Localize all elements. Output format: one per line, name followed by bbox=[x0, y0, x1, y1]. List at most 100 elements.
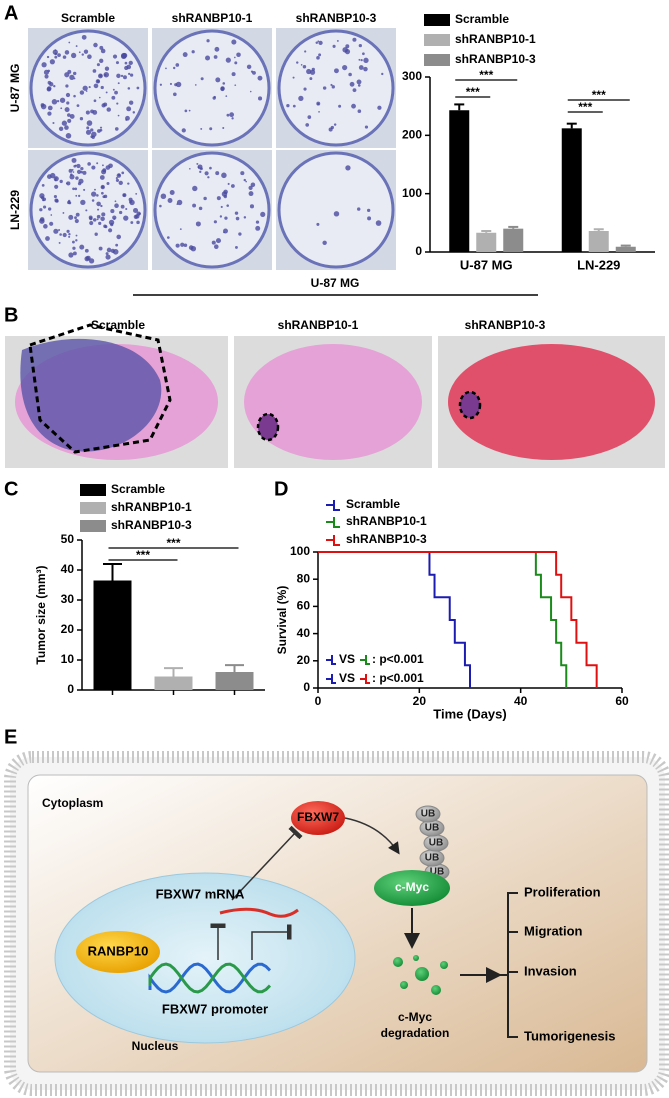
colony bbox=[54, 55, 58, 59]
colony bbox=[125, 207, 128, 211]
colony bbox=[194, 84, 197, 86]
column-label: Scramble bbox=[61, 11, 115, 25]
dish bbox=[277, 29, 395, 147]
colony bbox=[322, 240, 327, 246]
colony bbox=[49, 59, 55, 65]
colony bbox=[92, 110, 98, 115]
colony bbox=[214, 46, 220, 52]
colony bbox=[94, 232, 98, 236]
colony bbox=[85, 90, 88, 92]
legend-label: shRANBP10-3 bbox=[455, 52, 536, 66]
legend-swatch bbox=[326, 500, 340, 511]
colony bbox=[363, 66, 368, 72]
colony bbox=[97, 208, 100, 211]
colony bbox=[98, 246, 103, 251]
colony bbox=[224, 216, 228, 220]
colony bbox=[46, 87, 52, 92]
colony bbox=[315, 41, 319, 44]
colony bbox=[79, 244, 85, 250]
colony bbox=[72, 171, 75, 173]
colony bbox=[122, 75, 127, 80]
colony bbox=[182, 52, 188, 58]
x-tick-label: 40 bbox=[514, 694, 528, 708]
colony bbox=[360, 58, 363, 62]
colony bbox=[91, 131, 97, 138]
colony bbox=[96, 218, 99, 221]
colony bbox=[364, 125, 369, 129]
colony bbox=[348, 72, 352, 77]
protein-label: c-Myc bbox=[395, 880, 429, 894]
compartment-label: Cytoplasm bbox=[42, 796, 103, 810]
dish bbox=[153, 151, 271, 269]
significance-label: *** bbox=[479, 68, 493, 82]
colony bbox=[77, 181, 82, 186]
colony bbox=[54, 52, 58, 56]
legend-swatch bbox=[326, 517, 340, 528]
colony bbox=[167, 198, 173, 203]
colony bbox=[211, 240, 216, 245]
colony bbox=[72, 246, 76, 250]
colony bbox=[258, 96, 263, 101]
colony bbox=[318, 110, 320, 113]
ubiquitin-label: UB bbox=[429, 838, 443, 849]
colony bbox=[333, 211, 340, 217]
colony bbox=[92, 69, 97, 73]
colony bbox=[248, 191, 254, 197]
y-tick-label: 0 bbox=[415, 244, 422, 258]
colony bbox=[250, 182, 256, 188]
colony bbox=[221, 172, 227, 179]
colony bbox=[104, 225, 108, 229]
colony bbox=[111, 95, 116, 100]
survival-line bbox=[318, 551, 598, 688]
y-tick-label: 300 bbox=[402, 69, 422, 83]
dna-strand bbox=[148, 962, 272, 994]
y-tick-label: 10 bbox=[61, 652, 75, 666]
colony bbox=[114, 200, 117, 203]
colony bbox=[68, 214, 74, 220]
colony bbox=[199, 170, 202, 173]
colony bbox=[88, 86, 91, 89]
colony bbox=[80, 199, 86, 206]
colony bbox=[98, 96, 101, 99]
colony bbox=[76, 104, 80, 108]
colony bbox=[132, 111, 136, 114]
colony bbox=[96, 63, 100, 67]
colony bbox=[75, 234, 78, 237]
colony bbox=[91, 199, 95, 202]
colony bbox=[332, 44, 336, 48]
colony bbox=[231, 117, 234, 120]
colony bbox=[49, 221, 54, 226]
colony bbox=[47, 80, 52, 85]
colony bbox=[102, 168, 107, 173]
colony bbox=[300, 63, 303, 66]
colony bbox=[93, 99, 97, 103]
colony bbox=[226, 204, 229, 207]
colony bbox=[53, 194, 57, 199]
colony bbox=[123, 215, 129, 221]
fragment bbox=[400, 981, 408, 989]
colony bbox=[67, 69, 72, 74]
bar bbox=[588, 231, 609, 252]
annotation-swatch bbox=[326, 655, 336, 665]
colony bbox=[114, 90, 118, 95]
colony bbox=[68, 233, 71, 236]
colony bbox=[160, 193, 167, 200]
legend-label: Scramble bbox=[455, 12, 509, 26]
colony bbox=[240, 171, 245, 176]
colony bbox=[117, 114, 120, 117]
colony bbox=[175, 63, 180, 67]
dna-strand bbox=[148, 962, 272, 994]
fragment bbox=[440, 961, 448, 969]
colony bbox=[99, 74, 103, 78]
colony bbox=[169, 82, 173, 86]
colony bbox=[213, 220, 217, 224]
colony bbox=[87, 54, 92, 60]
legend-label: shRANBP10-3 bbox=[111, 518, 192, 532]
colony bbox=[117, 82, 120, 85]
colony bbox=[83, 49, 89, 54]
colony bbox=[172, 66, 176, 70]
colony bbox=[88, 258, 95, 264]
x-tick-label: 60 bbox=[615, 694, 629, 708]
colony bbox=[333, 123, 337, 126]
colony bbox=[66, 101, 70, 105]
